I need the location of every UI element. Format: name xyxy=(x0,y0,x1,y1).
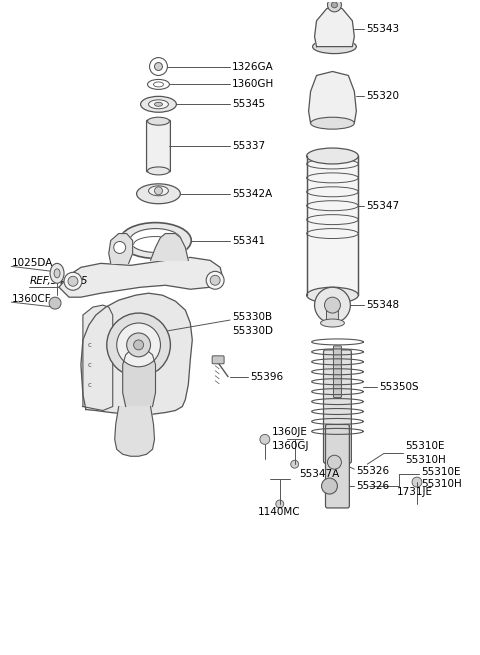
Text: REF,54-555: REF,54-555 xyxy=(29,276,88,286)
Circle shape xyxy=(133,340,144,350)
Circle shape xyxy=(68,276,78,286)
Circle shape xyxy=(276,500,284,508)
Text: c: c xyxy=(131,436,134,441)
Ellipse shape xyxy=(155,102,162,106)
Circle shape xyxy=(155,187,162,195)
Text: 55347A: 55347A xyxy=(300,469,340,479)
Ellipse shape xyxy=(141,96,176,112)
Polygon shape xyxy=(81,293,192,415)
Text: 55345: 55345 xyxy=(232,100,265,109)
Circle shape xyxy=(322,478,337,494)
Circle shape xyxy=(49,297,61,309)
Ellipse shape xyxy=(137,184,180,204)
Circle shape xyxy=(314,288,350,323)
Polygon shape xyxy=(309,71,356,123)
Text: c: c xyxy=(88,382,92,388)
Text: 1326GA: 1326GA xyxy=(232,62,274,71)
Circle shape xyxy=(327,455,341,469)
Polygon shape xyxy=(123,348,156,407)
Circle shape xyxy=(107,313,170,377)
Text: 1360CF: 1360CF xyxy=(12,294,51,304)
Polygon shape xyxy=(109,234,132,263)
Text: 55350S: 55350S xyxy=(379,382,419,392)
Text: 1025DA: 1025DA xyxy=(12,258,53,269)
Circle shape xyxy=(64,272,82,290)
FancyBboxPatch shape xyxy=(325,424,349,508)
Text: 1140MC: 1140MC xyxy=(258,507,300,517)
Ellipse shape xyxy=(307,148,358,164)
Ellipse shape xyxy=(147,167,169,175)
FancyBboxPatch shape xyxy=(324,350,351,463)
FancyBboxPatch shape xyxy=(326,304,338,324)
Text: 55330D: 55330D xyxy=(232,326,273,336)
Text: 55396: 55396 xyxy=(250,372,283,382)
Text: 55310H: 55310H xyxy=(421,479,462,489)
Polygon shape xyxy=(83,305,113,411)
Ellipse shape xyxy=(50,263,64,283)
Text: c: c xyxy=(88,342,92,348)
Circle shape xyxy=(324,297,340,313)
Circle shape xyxy=(127,333,151,357)
Circle shape xyxy=(117,323,160,367)
Text: 55310H: 55310H xyxy=(405,455,446,465)
FancyBboxPatch shape xyxy=(307,156,358,295)
Ellipse shape xyxy=(312,40,356,54)
Ellipse shape xyxy=(147,117,169,125)
Ellipse shape xyxy=(307,288,358,303)
Ellipse shape xyxy=(120,223,192,259)
Text: 1731JE: 1731JE xyxy=(397,487,433,497)
Text: 1360GH: 1360GH xyxy=(232,79,274,90)
Ellipse shape xyxy=(148,100,168,109)
Circle shape xyxy=(412,477,422,487)
Ellipse shape xyxy=(148,186,168,196)
Circle shape xyxy=(114,242,126,253)
Text: 1360GJ: 1360GJ xyxy=(272,441,309,451)
Text: 55326: 55326 xyxy=(356,466,389,476)
Text: 55337: 55337 xyxy=(232,141,265,151)
Ellipse shape xyxy=(311,117,354,129)
Circle shape xyxy=(155,62,162,71)
Circle shape xyxy=(206,271,224,290)
Text: c: c xyxy=(88,362,92,368)
Text: 55326: 55326 xyxy=(356,481,389,491)
Ellipse shape xyxy=(54,269,60,278)
Text: 55310E: 55310E xyxy=(421,467,460,477)
Ellipse shape xyxy=(321,319,344,327)
Circle shape xyxy=(210,275,220,285)
Circle shape xyxy=(332,2,337,8)
FancyBboxPatch shape xyxy=(146,121,170,172)
Text: 55341: 55341 xyxy=(232,236,265,246)
Text: 1360JE: 1360JE xyxy=(272,428,308,438)
Polygon shape xyxy=(314,5,354,47)
FancyBboxPatch shape xyxy=(212,356,224,364)
FancyBboxPatch shape xyxy=(334,346,341,398)
Text: 55330B: 55330B xyxy=(232,312,272,322)
Ellipse shape xyxy=(130,229,181,252)
Circle shape xyxy=(291,460,299,468)
Text: 55347: 55347 xyxy=(366,200,399,211)
Text: 55342A: 55342A xyxy=(232,189,272,198)
Polygon shape xyxy=(59,257,222,297)
Text: 55320: 55320 xyxy=(366,91,399,102)
Polygon shape xyxy=(151,234,188,261)
Text: 55310E: 55310E xyxy=(405,441,444,451)
Circle shape xyxy=(260,434,270,444)
Polygon shape xyxy=(115,407,155,457)
Circle shape xyxy=(327,0,341,12)
Text: 55343: 55343 xyxy=(366,24,399,34)
Text: 55348: 55348 xyxy=(366,300,399,310)
